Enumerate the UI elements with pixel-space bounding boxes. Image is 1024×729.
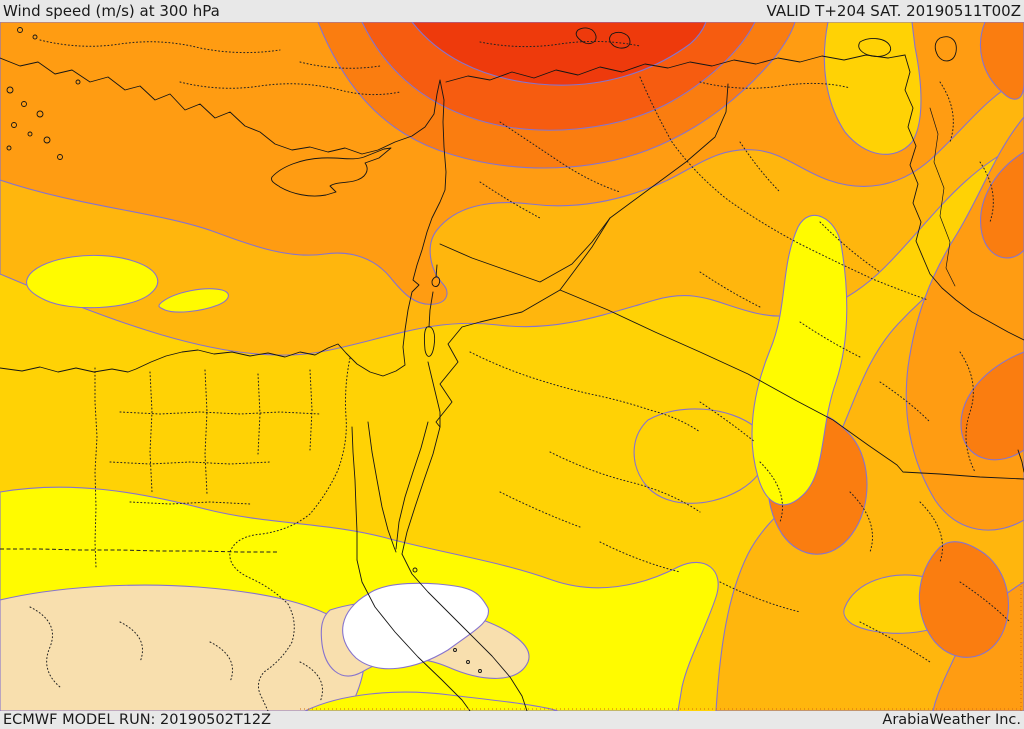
turkey-admin-dots [39, 39, 851, 96]
yellow-strip-bottom [304, 691, 559, 711]
white-minimum-redsea [342, 582, 490, 670]
lake-urmia [934, 36, 957, 62]
turkey-syria-iraq-border [445, 54, 906, 83]
header-bar: Wind speed (m/s) at 300 hPa VALID T+204 … [0, 0, 1024, 22]
cyprus-island [271, 147, 392, 197]
syria-iraq-border [609, 83, 729, 219]
wind-speed-contour-fills [0, 22, 1024, 711]
nile-river [229, 357, 351, 711]
egypt-sudan-border [0, 548, 278, 553]
sea-of-galilee [431, 276, 441, 287]
coastlines-and-borders [0, 27, 1024, 711]
jordan-iraq-border [559, 217, 611, 291]
anatolian-lakes [575, 27, 631, 49]
aegean-islands [6, 27, 81, 160]
gold-pocket-nw-saudi [633, 408, 768, 504]
syria-jordan-border [439, 217, 611, 283]
gulf-of-aqaba-coast [395, 421, 441, 555]
yellow-tongue-iraq [751, 215, 848, 506]
weather-map [0, 22, 1024, 711]
jordan-saudi-border [435, 289, 561, 428]
graticule-edge-dots [300, 582, 1024, 711]
iraq-admin-dots [699, 141, 931, 443]
dark-orange-streak-corner-ne [979, 22, 1024, 100]
rivers [229, 76, 929, 711]
syria-admin-dots [479, 121, 621, 219]
iran-western-border [904, 54, 1024, 341]
egypt-admin-dots [94, 367, 321, 568]
gulf-of-suez-coast [351, 421, 397, 561]
gold-pocket-northeast [823, 22, 922, 155]
euphrates-river [639, 76, 929, 301]
footer-bar: ECMWF MODEL RUN: 20190502T12Z ArabiaWeat… [0, 711, 1024, 729]
yellow-oval-west [26, 254, 159, 309]
map-title: Wind speed (m/s) at 300 hPa [3, 2, 220, 20]
red-jet-core [411, 22, 707, 86]
aegean-anatolia-levant-africa-coastline [0, 57, 447, 377]
wind-speed-map-canvas [0, 22, 1024, 711]
kuwait-coast-tick [1017, 449, 1024, 473]
red-sea-arabian-coast [401, 553, 528, 711]
provider-credit: ArabiaWeather Inc. [882, 712, 1021, 728]
tigris-river [929, 107, 956, 287]
valid-time-label: VALID T+204 SAT. 20190511T00Z [766, 2, 1021, 20]
dark-orange-streak-east-upper [980, 151, 1024, 259]
cream-zone-southwest [0, 584, 365, 711]
sudan-admin-dots [29, 606, 323, 703]
saudi-iraq-border [559, 289, 1024, 480]
jordan-rift-valley [427, 264, 441, 428]
admin-boundaries [0, 39, 1011, 703]
dark-orange-streak-saudi-east [918, 541, 1009, 658]
saudi-admin-dots [469, 351, 1011, 663]
red-sea-islands [412, 567, 482, 673]
dead-sea [423, 326, 436, 357]
iran-admin-dots [939, 81, 994, 473]
yellow-lens-west [158, 288, 229, 313]
red-sea-african-coast [356, 559, 471, 711]
dark-orange-streak-east-mid [960, 351, 1024, 461]
model-run-label: ECMWF MODEL RUN: 20190502T12Z [3, 712, 272, 728]
lake-van [858, 38, 892, 57]
